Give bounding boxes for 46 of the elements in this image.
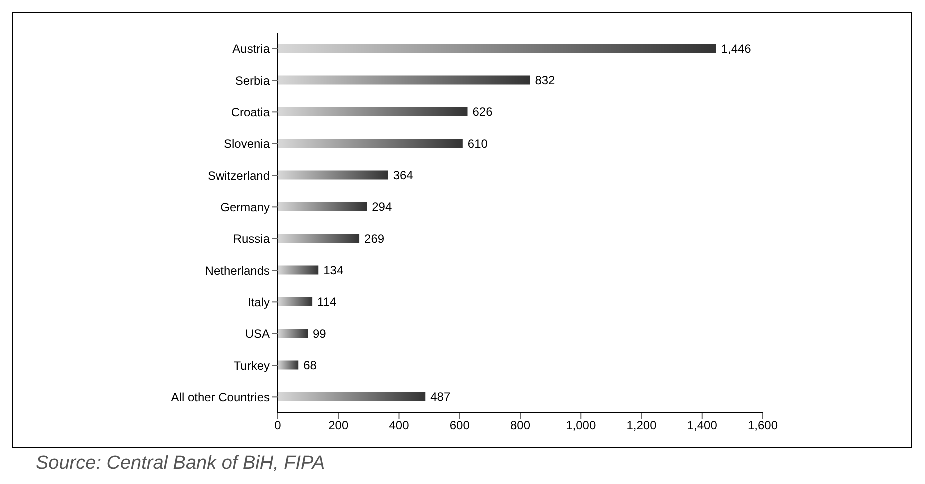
data-label: 626 (472, 105, 494, 120)
x-tick-label: 400 (389, 418, 410, 433)
x-tick-label: 1,600 (748, 418, 778, 433)
y-tick-label: All other Countries (171, 390, 270, 404)
bar (278, 76, 530, 85)
bar (278, 266, 319, 275)
data-label: 114 (318, 295, 338, 310)
x-tick-label: 1,200 (626, 418, 658, 433)
bar (278, 44, 716, 54)
y-tick-label: Turkey (234, 358, 270, 373)
y-tick-label: Germany (220, 200, 270, 214)
data-label: 610 (468, 136, 488, 151)
y-tick-label: Switzerland (208, 168, 270, 183)
bar (278, 107, 468, 116)
data-label: 294 (372, 200, 392, 214)
bar (278, 297, 313, 306)
x-tick-label: 0 (274, 418, 282, 433)
bar (278, 170, 388, 180)
bar (278, 234, 360, 244)
y-tick-label: Russia (233, 232, 270, 246)
bar (278, 202, 368, 212)
y-tick-label: Netherlands (205, 264, 270, 278)
y-tick-label: USA (245, 327, 270, 342)
x-tick-label: 1,400 (687, 418, 718, 433)
x-tick-label: 600 (450, 418, 470, 433)
y-tick-label: Italy (248, 295, 270, 310)
y-tick-label: Slovenia (224, 137, 270, 152)
x-tick-label: 1,000 (566, 418, 596, 433)
y-tick-label: Serbia (235, 74, 270, 88)
data-label: 1,446 (721, 42, 752, 56)
bar (278, 329, 308, 338)
x-tick-label: 800 (510, 418, 531, 433)
data-label: 134 (324, 264, 344, 278)
x-tick-label: 200 (328, 418, 349, 433)
y-tick-label: Austria (232, 42, 270, 56)
data-label: 99 (313, 326, 327, 341)
data-label: 269 (364, 232, 385, 246)
bar (278, 360, 299, 370)
bar (278, 392, 426, 402)
data-label: 68 (304, 358, 318, 373)
y-tick-label: Croatia (231, 105, 270, 120)
data-label: 487 (430, 390, 451, 404)
source-note: Source: Central Bank of BiH, FIPA (36, 453, 325, 475)
data-label: 364 (393, 168, 414, 183)
bar (278, 139, 463, 148)
data-label: 832 (535, 74, 556, 88)
